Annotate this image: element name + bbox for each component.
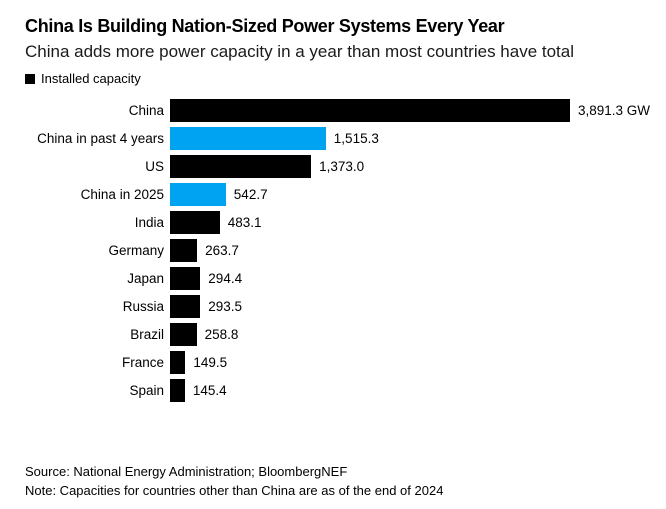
chart-title: China Is Building Nation-Sized Power Sys… [25, 16, 505, 36]
row-label: Russia [122, 299, 164, 314]
bar [170, 99, 570, 122]
value-label: 293.5 [208, 299, 242, 314]
bar [170, 155, 312, 178]
row-label: US [145, 159, 164, 174]
row-label: Germany [108, 243, 164, 258]
row-label: China in past 4 years [37, 131, 164, 146]
row-label: China [128, 103, 164, 118]
row-label: China in 2025 [80, 187, 164, 202]
value-label: 263.7 [205, 243, 239, 258]
chart-row: India 483.1 [25, 211, 666, 234]
value-label: 483.1 [227, 215, 262, 230]
chart-row: Russia 293.5 [25, 295, 666, 318]
value-label: 145.4 [192, 383, 227, 398]
chart-row: Brazil 258.8 [25, 323, 666, 346]
bar [170, 295, 201, 318]
chart-row: China in 2025 542.7 [25, 183, 666, 206]
bar [170, 183, 226, 206]
value-label: 149.5 [193, 355, 228, 370]
value-label: 1,515.3 [333, 131, 379, 146]
value-label: 258.8 [204, 327, 239, 342]
bar [170, 267, 201, 290]
chart-row: France 149.5 [25, 351, 666, 374]
bar [170, 127, 326, 150]
row-label: Japan [127, 271, 164, 286]
bar [170, 211, 220, 234]
row-label: Brazil [130, 327, 164, 342]
chart-row: China in past 4 years 1,515.3 [25, 127, 666, 150]
row-label: Spain [129, 383, 164, 398]
chart-row: Germany 263.7 [25, 239, 666, 262]
value-label: 1,373.0 [319, 159, 365, 174]
legend-label: Installed capacity [41, 71, 141, 86]
bar [170, 351, 186, 374]
data-note: Note: Capacities for countries other tha… [25, 483, 444, 498]
bar-chart: China 3,891.3 GW China in past 4 years 1,51… [25, 99, 666, 402]
chart-row: China 3,891.3 GW [25, 99, 666, 122]
bar [170, 379, 185, 402]
value-label: 294.4 [208, 271, 243, 286]
chart-subtitle: China adds more power capacity in a year… [25, 42, 575, 61]
chart-row: Spain 145.4 [25, 379, 666, 402]
chart-row: Japan 294.4 [25, 267, 666, 290]
chart-row: US 1,373.0 [25, 155, 666, 178]
row-label: India [134, 215, 164, 230]
value-label: 542.7 [233, 187, 268, 202]
bar [170, 323, 197, 346]
bar [170, 239, 198, 262]
legend: Installed capacity [25, 71, 666, 86]
legend-swatch-icon [25, 73, 35, 84]
footnotes: Source: National Energy Administration; … [25, 462, 666, 500]
source-note: Source: National Energy Administration; … [25, 464, 348, 479]
row-label: France [121, 355, 164, 370]
value-label: 3,891.3 GW [578, 103, 651, 118]
